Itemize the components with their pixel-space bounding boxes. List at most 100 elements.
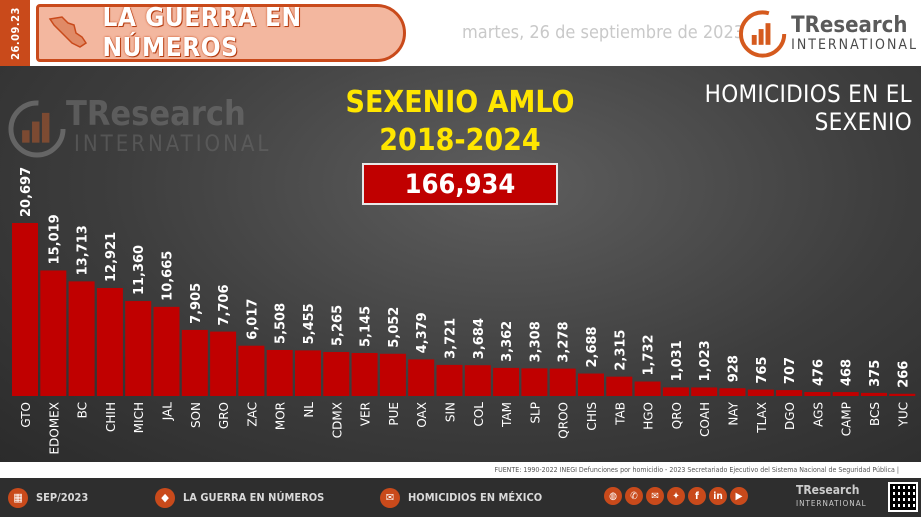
value-label: 266 [896,361,911,388]
bar-ags [804,392,831,396]
footer-item-date-label: SEP/2023 [36,491,89,504]
value-label: 13,713 [76,225,91,275]
category-label: SIN [444,402,458,422]
title-banner: LA GUERRA EN NÚMEROS [36,3,406,63]
youtube-icon[interactable]: ▶ [730,487,748,505]
bar-col [464,365,491,396]
category-label: AGS [811,402,825,427]
value-label: 476 [811,359,826,386]
value-label: 12,921 [104,232,119,282]
category-label: BC [76,402,90,418]
value-label: 1,732 [642,334,657,375]
value-label: 1,031 [670,340,685,381]
email-icon[interactable]: ✉ [646,487,664,505]
bar-hgo [634,381,661,396]
qr-code[interactable] [888,482,918,512]
source-note: FUENTE: 1990-2022 INEGI Defunciones por … [0,462,921,478]
chart-panel: TResearch INTERNATIONAL SEXENIO AMLO 201… [0,66,921,462]
bar-mich [125,301,152,396]
value-label: 375 [868,360,883,387]
total-homicides-value: 166,934 [404,168,516,200]
value-label: 10,665 [161,251,176,301]
footer-item-topic[interactable]: ✉ HOMICIDIOS EN MÉXICO [380,478,542,517]
watermark-logo: TResearch INTERNATIONAL [6,94,268,164]
bar-cdmx [323,351,350,396]
value-label: 928 [727,355,742,382]
globe-icon[interactable]: ◍ [604,487,622,505]
category-label: SON [189,402,203,428]
footer-logo-secondary: INTERNATIONAL [796,499,867,508]
value-label: 5,052 [387,307,402,348]
bar-chih [96,287,123,396]
category-label: CAMP [840,402,854,436]
footer-bar: ▦ SEP/2023 ◆ LA GUERRA EN NÚMEROS ✉ HOMI… [0,478,921,517]
total-homicides-box: 166,934 [362,163,558,205]
bar-bc [68,281,95,396]
bar-zac [238,345,265,396]
value-label: 6,017 [245,299,260,340]
bar-gto [12,223,38,396]
brand-logo: TResearch INTERNATIONAL [738,6,918,62]
value-label: 3,278 [557,321,572,362]
category-label: ZAC [245,402,259,427]
value-label: 15,019 [47,214,62,264]
value-label: 3,308 [528,321,543,362]
value-label: 2,688 [585,326,600,367]
calendar-icon: ▦ [8,487,28,508]
category-label: PUE [387,402,401,426]
top-bar: 26.09.23 LA GUERRA EN NÚMEROS martes, 26… [0,0,921,66]
bar-gro [210,331,237,396]
category-label: TLAX [755,402,769,434]
twitter-icon[interactable]: ✦ [667,487,685,505]
chat-icon: ✉ [380,487,400,508]
bar-tlax [747,389,774,396]
footer-item-section[interactable]: ◆ LA GUERRA EN NÚMEROS [155,478,324,517]
category-label: VER [359,402,373,426]
category-label: COAH [698,402,712,437]
bar-bcs [861,392,887,396]
category-label: MICH [132,402,146,433]
bar-tab [606,376,633,396]
bar-edomex [40,270,67,396]
category-label: TAM [500,402,514,428]
bar-camp [832,392,859,396]
value-label: 5,455 [302,303,317,344]
value-label: 765 [755,356,770,383]
category-label: CDMX [330,402,344,438]
value-label: 2,315 [613,330,628,371]
category-label: JAL [161,402,175,422]
value-label: 7,706 [217,284,232,325]
value-label: 3,362 [500,321,515,362]
bar-slp [521,368,548,396]
chart-title: SEXENIO AMLO 2018-2024 [330,84,590,160]
footer-logo-primary: TResearch [796,483,860,497]
category-label: NAY [727,401,741,425]
facebook-icon[interactable]: f [688,487,706,505]
category-label: MOR [274,402,288,430]
category-label: SLP [528,402,542,424]
value-label: 20,697 [19,167,34,217]
category-label: GRO [217,402,231,429]
category-label: TAB [613,402,627,426]
value-label: 5,145 [359,306,374,347]
bar-tam [493,367,520,396]
bar-son [181,329,208,396]
value-label: 7,905 [189,283,204,324]
category-label: HGO [642,402,656,430]
category-label: EDOMEX [47,402,61,454]
category-label: CHIS [585,402,599,431]
linkedin-icon[interactable]: in [709,487,727,505]
whatsapp-icon[interactable]: ✆ [625,487,643,505]
footer-item-date[interactable]: ▦ SEP/2023 [8,478,88,517]
bar-coah [691,387,718,396]
value-label: 468 [840,359,855,386]
mexico-map-small-icon: ◆ [155,487,175,508]
side-date-label: 26.09.23 [8,6,22,60]
value-label: 5,265 [330,305,345,346]
bar-sin [436,364,463,396]
category-label: QROO [557,402,571,439]
category-label: GTO [19,402,33,428]
category-label: COL [472,402,486,427]
logo-mark-icon [738,10,787,58]
category-label: QRO [670,402,684,429]
